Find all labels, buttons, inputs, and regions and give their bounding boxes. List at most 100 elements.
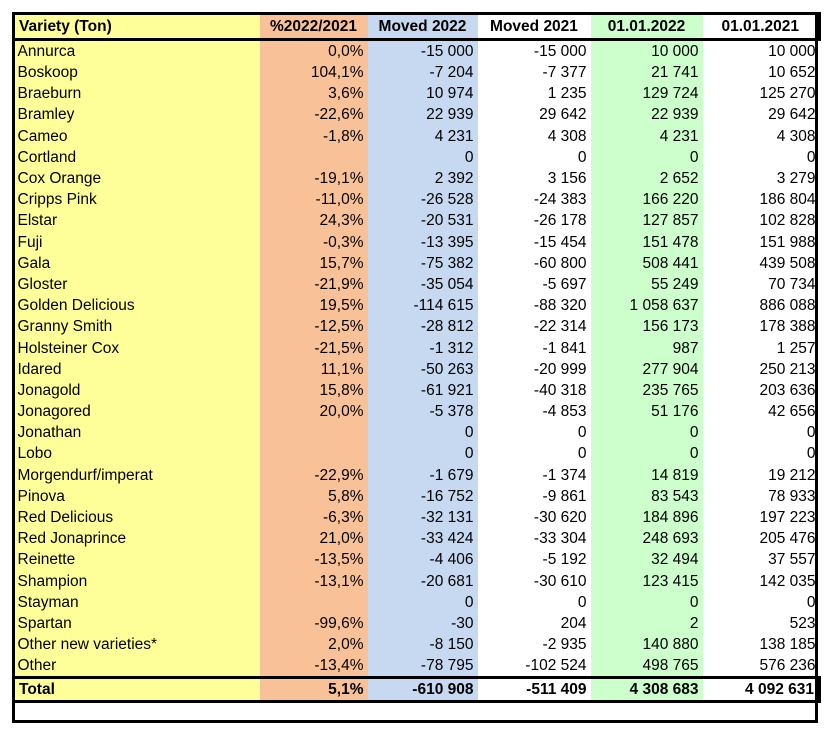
moved-2022-cell: -61 921 — [367, 379, 478, 401]
stock-2021-cell: 523 — [702, 612, 820, 635]
moved-2022-cell: -20 681 — [367, 570, 478, 592]
stock-2022-cell: 0 — [590, 443, 703, 465]
total-label: Total — [13, 677, 260, 702]
table-row: Annurca 0,0% -15 000 -15 000 10 000 10 000 — [13, 39, 820, 62]
stock-2022-cell: 0 — [590, 146, 703, 168]
percent-change-cell: 5,8% — [259, 485, 368, 507]
variety-cell: Braeburn — [13, 83, 260, 105]
moved-2022-cell: -28 812 — [367, 316, 478, 338]
moved-2022-cell: 22 939 — [367, 104, 478, 126]
moved-2021-cell: -7 377 — [477, 62, 591, 84]
stock-2021-cell: 138 185 — [702, 634, 820, 656]
stock-2022-cell: 987 — [590, 337, 703, 359]
percent-change-cell: 104,1% — [259, 62, 368, 84]
moved-2021-cell: -26 178 — [477, 210, 591, 232]
moved-2021-cell: -33 304 — [477, 528, 591, 550]
moved-2022-cell: 0 — [367, 443, 478, 465]
table-row: Stayman 0 0 0 0 — [13, 591, 820, 613]
stock-2021-cell: 70 734 — [702, 273, 820, 296]
variety-cell: Holsteiner Cox — [13, 337, 260, 359]
variety-cell: Other — [13, 655, 260, 678]
moved-2021-cell: -60 800 — [477, 252, 591, 274]
table-row: Elstar 24,3% -20 531 -26 178 127 857 102 828 — [13, 210, 820, 232]
moved-2021-cell: 204 — [477, 612, 591, 635]
percent-change-cell: -21,5% — [259, 337, 368, 359]
moved-2021-cell: 0 — [477, 422, 591, 444]
variety-cell: Annurca — [13, 39, 260, 62]
stock-2022-cell: 2 652 — [590, 167, 703, 190]
stock-2022-cell: 51 176 — [590, 401, 703, 423]
moved-2022-cell: -1 679 — [367, 464, 478, 486]
moved-2022-cell: -4 406 — [367, 549, 478, 571]
variety-cell: Bramley — [13, 104, 260, 126]
percent-change-cell: 24,3% — [259, 210, 368, 232]
stock-2021-cell: 205 476 — [702, 528, 820, 550]
moved-2022-cell: -78 795 — [367, 655, 478, 678]
table-row: Other new varieties* 2,0% -8 150 -2 935 140 … — [13, 634, 820, 656]
moved-2021-cell: -5 192 — [477, 549, 591, 571]
variety-cell: Spartan — [13, 612, 260, 635]
stock-2021-cell: 439 508 — [702, 252, 820, 274]
percent-change-cell — [259, 443, 368, 465]
stock-2021-cell: 10 000 — [702, 39, 820, 62]
stock-2021-cell: 0 — [702, 443, 820, 465]
stock-2022-cell: 21 741 — [590, 62, 703, 84]
stock-2021-cell: 19 212 — [702, 464, 820, 486]
variety-cell: Pinova — [13, 485, 260, 507]
stock-2021-cell: 186 804 — [702, 189, 820, 211]
percent-change-cell: -22,6% — [259, 104, 368, 126]
moved-2021-cell: 0 — [477, 146, 591, 168]
stock-2022-cell: 184 896 — [590, 506, 703, 529]
moved-2022-cell: -16 752 — [367, 485, 478, 507]
stock-2022-cell: 277 904 — [590, 358, 703, 380]
variety-cell: Jonathan — [13, 422, 260, 444]
moved-2022-cell: -50 263 — [367, 358, 478, 380]
table-row: Red Jonaprince 21,0% -33 424 -33 304 248 693… — [13, 528, 820, 550]
moved-2022-cell: -5 378 — [367, 401, 478, 423]
percent-change-cell: -1,8% — [259, 125, 368, 147]
variety-cell: Gloster — [13, 273, 260, 296]
moved-2021-cell: -1 374 — [477, 464, 591, 486]
variety-cell: Fuji — [13, 231, 260, 253]
variety-cell: Reinette — [13, 549, 260, 571]
variety-cell: Jonagored — [13, 401, 260, 423]
stock-2021-cell: 250 213 — [702, 358, 820, 380]
variety-cell: Boskoop — [13, 62, 260, 84]
percent-change-cell: -11,0% — [259, 189, 368, 211]
stock-2021-cell: 1 257 — [702, 337, 820, 359]
stock-2022-cell: 508 441 — [590, 252, 703, 274]
moved-2022-cell: -8 150 — [367, 634, 478, 656]
stock-2022-cell: 123 415 — [590, 570, 703, 592]
percent-change-cell: -13,1% — [259, 570, 368, 592]
moved-2021-cell: -20 999 — [477, 358, 591, 380]
percent-change-cell — [259, 422, 368, 444]
percent-change-cell: 19,5% — [259, 295, 368, 317]
table-row: Jonathan 0 0 0 0 — [13, 422, 820, 444]
table-row: Braeburn 3,6% 10 974 1 235 129 724 125 270 — [13, 83, 820, 105]
table-row: Cox Orange -19,1% 2 392 3 156 2 652 3 279 — [13, 167, 820, 190]
variety-cell: Cameo — [13, 125, 260, 147]
percent-change-cell: 11,1% — [259, 358, 368, 380]
moved-2021-cell: -4 853 — [477, 401, 591, 423]
table-row: Jonagored 20,0% -5 378 -4 853 51 176 42 656 — [13, 401, 820, 423]
moved-2021-cell: -40 318 — [477, 379, 591, 401]
moved-2022-cell: -30 — [367, 612, 478, 635]
stock-2021-cell: 42 656 — [702, 401, 820, 423]
percent-change-cell: -19,1% — [259, 167, 368, 190]
stock-2022-cell: 10 000 — [590, 39, 703, 62]
variety-cell: Red Jonaprince — [13, 528, 260, 550]
stock-2021-cell: 0 — [702, 591, 820, 613]
stock-2021-cell: 37 557 — [702, 549, 820, 571]
variety-cell: Granny Smith — [13, 316, 260, 338]
moved-2022-cell: -15 000 — [367, 39, 478, 62]
stock-2022-cell: 4 231 — [590, 125, 703, 147]
header-stock-2021: 01.01.2021 — [702, 13, 820, 40]
stock-2021-cell: 151 988 — [702, 231, 820, 253]
percent-change-cell: 15,7% — [259, 252, 368, 274]
stock-2022-cell: 22 939 — [590, 104, 703, 126]
percent-change-cell: -0,3% — [259, 231, 368, 253]
percent-change-cell: -13,4% — [259, 655, 368, 678]
stock-2022-cell: 235 765 — [590, 379, 703, 401]
total-stock-2022: 4 308 683 — [590, 677, 703, 702]
stock-2022-cell: 2 — [590, 612, 703, 635]
